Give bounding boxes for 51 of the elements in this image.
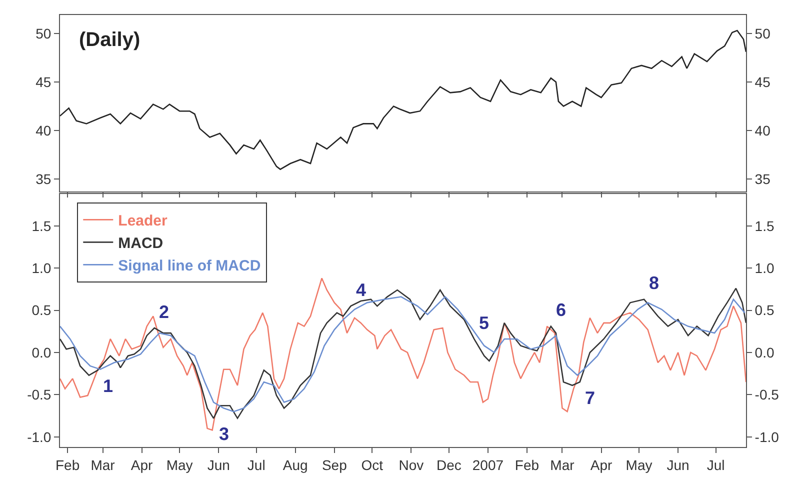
y-tick-label: 1.5 bbox=[32, 218, 52, 234]
y-tick-label: -0.5 bbox=[27, 386, 52, 403]
annotation: 8 bbox=[649, 273, 660, 293]
y-tick-label: 40 bbox=[36, 122, 52, 138]
y-tick-label: 0.5 bbox=[32, 302, 52, 318]
line-series bbox=[60, 30, 746, 170]
x-tick-label: Aug bbox=[282, 456, 308, 473]
y-tick-label: 50 bbox=[36, 25, 52, 42]
y2-tick-label: 1.0 bbox=[754, 260, 774, 276]
y-tick-label: 45 bbox=[36, 74, 52, 90]
annotation: 6 bbox=[556, 300, 566, 320]
y-tick-label: 1.0 bbox=[32, 260, 52, 276]
x-tick-label: Jul bbox=[247, 456, 266, 473]
x-tick-label: Mar bbox=[90, 456, 116, 473]
x-tick-label: Mar bbox=[550, 456, 575, 473]
x-tick-label: Nov bbox=[398, 456, 424, 473]
annotation: 1 bbox=[103, 376, 114, 396]
x-tick-label: Jun bbox=[666, 456, 690, 473]
y2-tick-label: 45 bbox=[754, 74, 771, 90]
annotation: 2 bbox=[159, 302, 170, 322]
y2-tick-label: 40 bbox=[754, 122, 771, 138]
annotation: 5 bbox=[479, 313, 490, 333]
annotation: 3 bbox=[219, 424, 230, 444]
y-tick-label: -1.0 bbox=[27, 428, 52, 445]
y2-tick-label: 0.5 bbox=[754, 302, 774, 318]
y2-tick-label: -1.0 bbox=[754, 428, 780, 445]
x-tick-label: Apr bbox=[130, 456, 154, 473]
text: (Daily) bbox=[79, 29, 140, 51]
x-tick-label: May bbox=[166, 456, 193, 473]
x-tick-label: Apr bbox=[590, 456, 612, 473]
y-tick-label: 35 bbox=[36, 170, 52, 187]
legend-label: MACD bbox=[118, 235, 164, 252]
annotation: 4 bbox=[356, 280, 366, 300]
legend-label: Leader bbox=[118, 212, 168, 230]
annotation: 7 bbox=[585, 388, 596, 408]
x-tick-label: Feb bbox=[55, 456, 80, 473]
y-tick-label: 0.0 bbox=[32, 344, 52, 360]
x-tick-label: Sep bbox=[322, 456, 348, 473]
y2-tick-label: 35 bbox=[754, 170, 771, 187]
y2-tick-label: 1.5 bbox=[754, 218, 774, 234]
x-tick-label: Feb bbox=[514, 456, 540, 473]
x-tick-label: Jul bbox=[706, 456, 725, 473]
y2-tick-label: -0.5 bbox=[754, 386, 780, 403]
y2-tick-label: 50 bbox=[754, 25, 771, 42]
x-tick-label: Oct bbox=[361, 456, 384, 473]
y2-tick-label: 0.0 bbox=[754, 344, 774, 360]
x-tick-label: May bbox=[626, 456, 652, 473]
legend-label: Signal line of MACD bbox=[118, 258, 261, 275]
x-tick-label: Jun bbox=[207, 456, 230, 473]
x-tick-label: 2007 bbox=[472, 456, 504, 473]
x-tick-label: Dec bbox=[436, 456, 462, 473]
